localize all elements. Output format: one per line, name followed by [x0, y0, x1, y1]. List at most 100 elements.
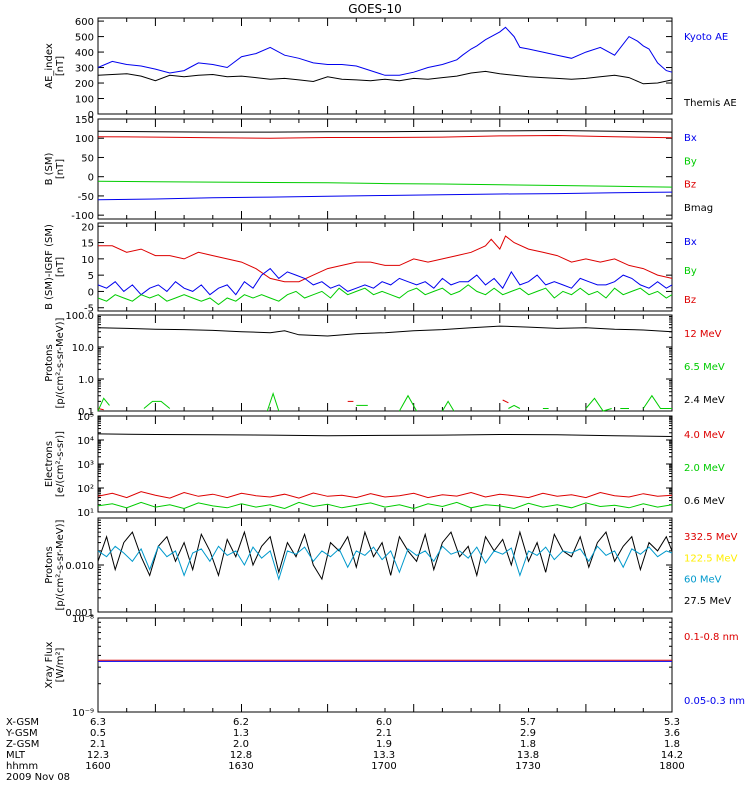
series-line-bx: [97, 191, 673, 201]
footer-value: 6.3: [90, 717, 106, 728]
series-line-6-5-mev: [642, 394, 672, 409]
footer-value: 6.2: [233, 717, 249, 728]
footer-row-hhmm: hhmm 1600 1630 1700 1730 1800: [0, 761, 750, 772]
y-tick-label: 600: [75, 17, 94, 28]
series-line-6-5-mev: [508, 404, 521, 409]
y-tick-label: -100: [71, 211, 94, 222]
series-line-bmag: [97, 129, 673, 133]
y-tick-label: 300: [75, 64, 94, 75]
footer-value: 1.8: [520, 739, 536, 750]
y-tick-label: 50: [81, 153, 94, 164]
footer-date: 2009 Nov 08: [6, 772, 71, 783]
legend-entry: 122.5 MeV: [684, 553, 738, 564]
legend-entry: 6.5 MeV: [684, 362, 725, 373]
y-tick-label: -5: [84, 304, 94, 315]
footer-value: 13.3: [372, 750, 396, 761]
legend-entry: Kyoto AE: [684, 32, 728, 43]
series-line-6-5-mev: [585, 397, 612, 412]
legend-entry: By: [684, 266, 697, 277]
y-tick-label: 20: [81, 222, 94, 233]
plot-frame: [97, 617, 673, 713]
hi-protons-panel: 0.001 0.010 Protons [p/(cm²-s-sr-MeV)] 332.5…: [44, 517, 738, 619]
y-axis-label: AE_index: [44, 43, 55, 89]
y-tick-label: 0.001: [65, 608, 94, 619]
footer-value: 13.8: [516, 750, 540, 761]
footer-row-mlt: MLT 12.3 12.8 13.3 13.8 14.2: [0, 750, 750, 761]
electrons-panel: 10¹ 10² 10³ 10⁴ 10⁵ Electrons [e/(cm²-s-sr)] 4.…: [44, 412, 725, 519]
footer-value: 1.9: [376, 739, 392, 750]
y-tick-label: 15: [81, 239, 94, 250]
series-line-kyoto-ae: [97, 26, 673, 76]
legend-entry: 27.5 MeV: [684, 596, 731, 607]
plot-frame: [97, 517, 673, 613]
legend-entry: Bz: [684, 180, 696, 191]
chart-title: GOES-10: [348, 2, 402, 16]
plot-frame: [97, 222, 673, 312]
series-line-6-5-mev: [441, 400, 455, 412]
footer-value: 14.2: [660, 750, 684, 761]
y-tick-label: 10⁻⁸: [72, 614, 94, 625]
y-tick-label: 10⁵: [77, 412, 94, 423]
legend-entry: 2.0 MeV: [684, 463, 725, 474]
legend-entry: 2.4 MeV: [684, 395, 725, 406]
y-tick-label: 100.0: [65, 311, 94, 322]
series-line-27-5-mev: [97, 530, 673, 581]
footer-value: 5.7: [520, 717, 536, 728]
y-axis-label: [nT]: [55, 257, 66, 277]
y-axis-label: Xray Flux: [44, 641, 55, 688]
y-axis-label: [nT]: [55, 159, 66, 179]
protons-panel: 0.1 1.0 10.0 100.0 Protons [p/(cm²-s-sr-MeV)]…: [44, 311, 725, 418]
footer-value: 0.5: [90, 728, 106, 739]
y-tick-label: 10⁻⁹: [72, 708, 94, 719]
footer-value: 2.9: [520, 728, 536, 739]
y-tick-label: 1.0: [78, 375, 94, 386]
footer-value: 2.1: [90, 739, 106, 750]
footer-label: Z-GSM: [6, 739, 40, 750]
legend-entry: 4.0 MeV: [684, 430, 725, 441]
b-igrf-panel: -5 0 5 10 15 20 B (SM)-IGRF (SM) [nT] Bx By Bz: [44, 222, 697, 314]
footer-value: 2.0: [233, 739, 249, 750]
y-tick-label: 10⁴: [77, 436, 94, 447]
legend-entry: Bmag: [684, 203, 713, 214]
y-tick-label: 400: [75, 48, 94, 59]
footer-value: 3.6: [664, 728, 680, 739]
y-axis-label: [W/m²]: [55, 647, 66, 682]
ae-panel: 0 100 200 300 400 500 600 AE_index [nT] Kyoto AE T…: [44, 17, 737, 121]
y-tick-label: 10.0: [72, 343, 94, 354]
footer-row-y-gsm: Y-GSM 0.5 1.3 2.1 2.9 3.6: [0, 728, 750, 739]
footer-value: 1.8: [664, 739, 680, 750]
legend-entry: 12 MeV: [684, 329, 722, 340]
legend-entry: 0.1-0.8 nm: [684, 632, 739, 643]
footer-label: Y-GSM: [6, 728, 38, 739]
footer-row-x-gsm: X-GSM 6.3 6.2 6.0 5.7 5.3: [0, 717, 750, 728]
legend-entry: Bx: [684, 133, 697, 144]
footer-value: 6.0: [376, 717, 392, 728]
series-line-2-0-mev: [97, 501, 673, 510]
y-axis-label: Electrons: [44, 441, 55, 487]
y-tick-label: 10³: [77, 460, 94, 471]
series-line-6-5-mev: [266, 392, 280, 412]
series-line-by: [97, 180, 673, 188]
y-tick-label: 0.010: [65, 561, 94, 572]
footer-value: 1730: [515, 761, 541, 772]
footer-value: 2.1: [376, 728, 392, 739]
y-axis-label: [e/(cm²-s-sr)]: [55, 431, 66, 497]
y-tick-label: 5: [88, 271, 94, 282]
series-line-themis-ae: [97, 70, 673, 85]
footer-label: X-GSM: [6, 717, 40, 728]
y-tick-label: 0: [88, 287, 94, 298]
y-tick-label: 0: [88, 173, 94, 184]
y-tick-label: 100: [75, 95, 94, 106]
plot-frame: [97, 118, 673, 220]
legend-entry: 0.6 MeV: [684, 496, 725, 507]
legend-entry: Bx: [684, 237, 697, 248]
y-tick-label: 0: [88, 110, 94, 121]
footer-value: 1600: [85, 761, 111, 772]
y-axis-label: B (SM): [44, 152, 55, 185]
footer-label: hhmm: [6, 761, 39, 772]
footer-label: MLT: [6, 750, 25, 761]
plot-frame: [97, 17, 673, 115]
series-line-0-6-mev: [97, 433, 673, 437]
legend-entry: By: [684, 156, 697, 167]
